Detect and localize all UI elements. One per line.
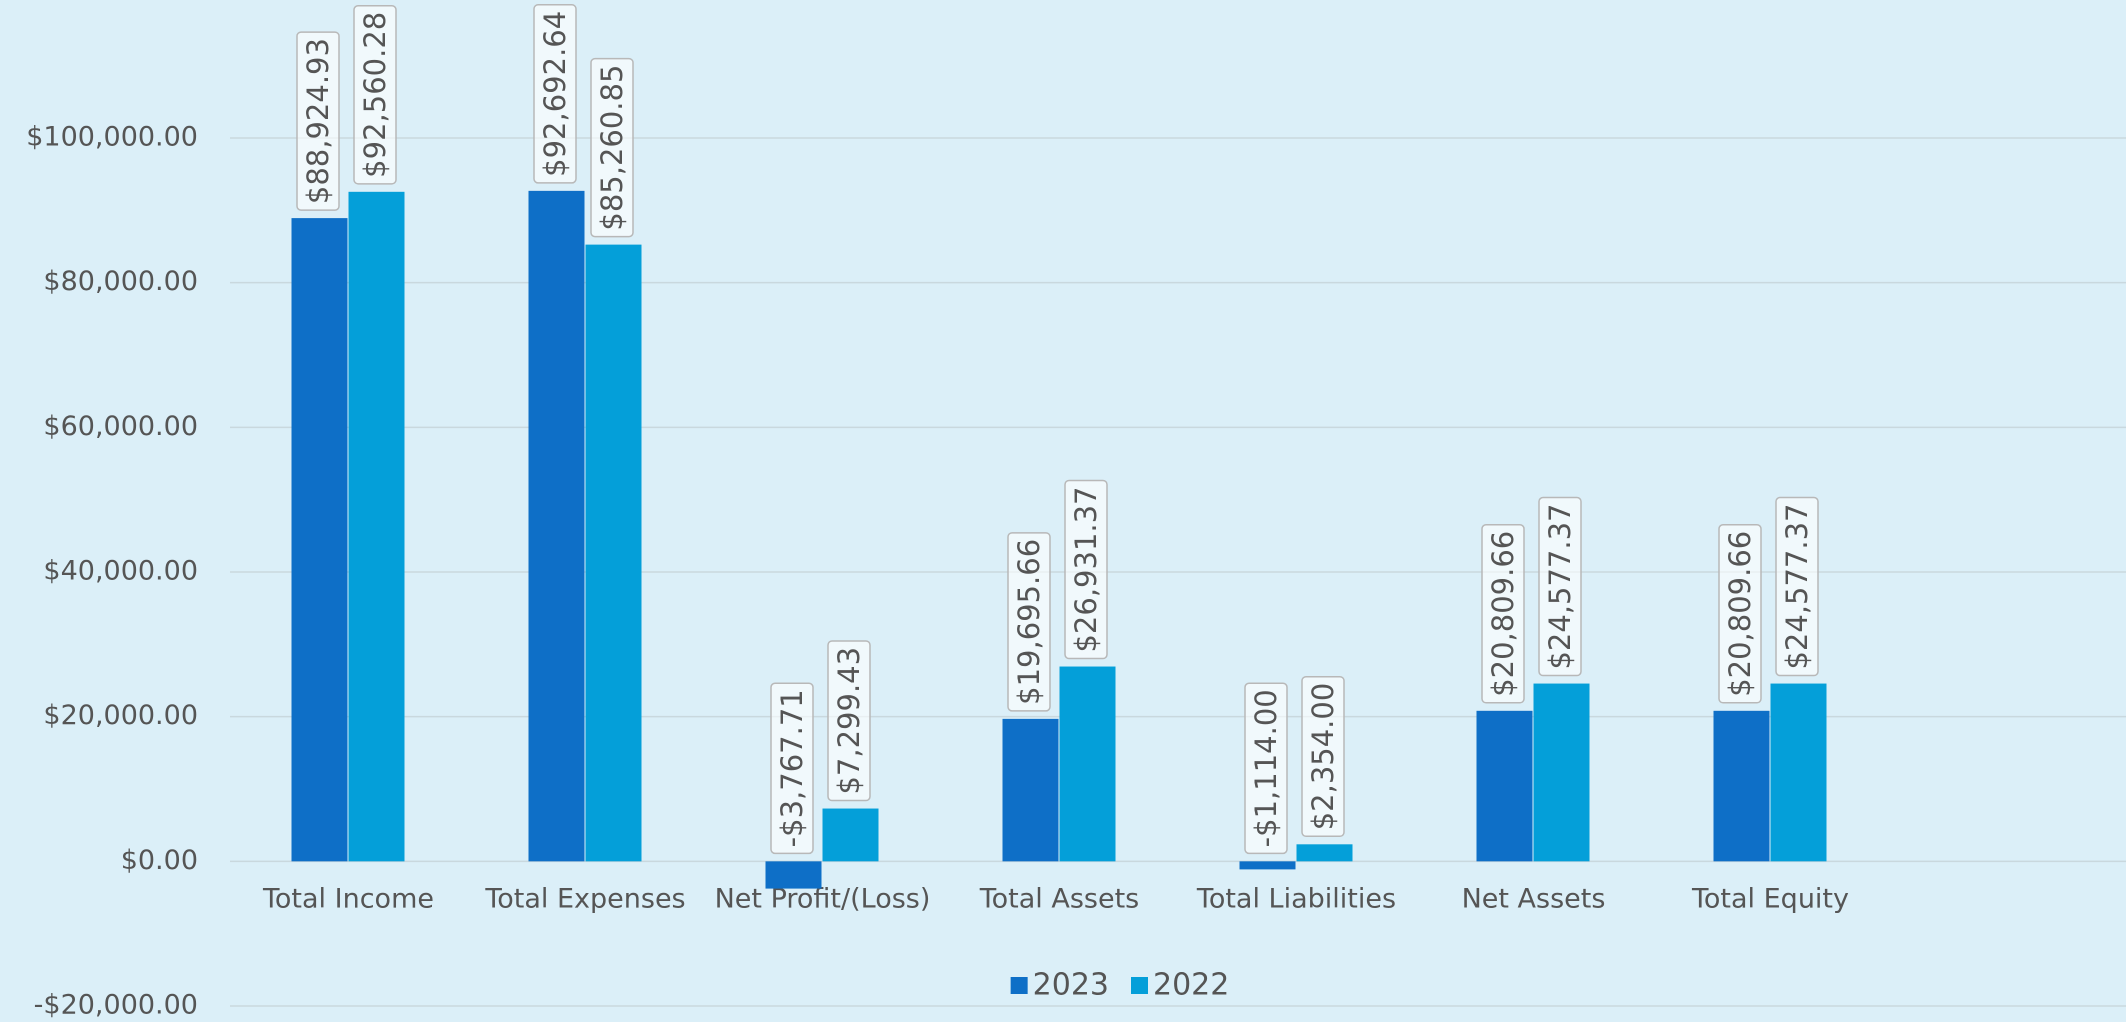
data-label: $2,354.00 [1306, 683, 1340, 831]
legend-swatch [1010, 977, 1028, 994]
data-label-group: -$3,767.71 [770, 682, 814, 855]
y-tick-label: $80,000.00 [43, 266, 198, 297]
data-label-group: $2,354.00 [1301, 675, 1345, 838]
data-label-group: $20,809.66 [1481, 524, 1525, 704]
bar [1239, 861, 1296, 870]
legend-label: 2022 [1153, 968, 1229, 1003]
bar [348, 191, 405, 862]
data-label-group: $26,931.37 [1064, 479, 1108, 660]
data-label-box [296, 31, 340, 211]
data-label: $85,260.85 [595, 65, 629, 231]
data-label-box [353, 5, 397, 185]
data-label-box [1538, 496, 1582, 677]
data-label: -$3,767.71 [775, 689, 809, 847]
bar [1476, 710, 1533, 862]
x-tick-label: Total Assets [979, 884, 1140, 915]
legend-label: 2023 [1033, 968, 1109, 1003]
data-label-box [1007, 532, 1051, 712]
x-tick-label: Net Profit/(Loss) [715, 884, 931, 915]
bar [1533, 683, 1590, 862]
bar [1770, 683, 1827, 862]
data-label-group: $19,695.66 [1007, 532, 1051, 712]
data-label: $19,695.66 [1012, 539, 1046, 705]
bar [822, 808, 879, 862]
bar [1296, 844, 1353, 862]
y-tick-label: $0.00 [121, 845, 198, 876]
bar [765, 861, 822, 889]
data-label-group: $92,692.64 [533, 4, 577, 184]
x-tick-label: Total Equity [1691, 884, 1849, 915]
data-label-group: $20,809.66 [1718, 524, 1762, 704]
bar [528, 190, 585, 862]
data-label-group: $24,577.37 [1775, 496, 1819, 677]
bar [291, 218, 348, 862]
data-label-box [533, 4, 577, 184]
data-label-group: -$1,114.00 [1244, 682, 1288, 855]
y-tick-label: $20,000.00 [43, 700, 198, 731]
legend: 2023 2022 [1010, 968, 1229, 1003]
x-tick-label: Total Income [262, 884, 434, 915]
legend-swatch [1131, 977, 1148, 994]
data-label-group: $7,299.43 [827, 640, 871, 802]
data-label-box [827, 640, 871, 802]
data-label-box [1301, 675, 1345, 838]
data-label: -$1,114.00 [1249, 689, 1283, 847]
data-label: $88,924.93 [301, 38, 335, 204]
y-tick-label: $40,000.00 [43, 556, 198, 587]
data-label-group: $92,560.28 [353, 5, 397, 185]
data-label-box [1775, 496, 1819, 677]
data-label-box [770, 682, 814, 855]
data-label-box [1244, 682, 1288, 855]
data-label: $24,577.37 [1543, 504, 1577, 670]
data-label-box [590, 57, 634, 238]
bar [1002, 718, 1059, 862]
data-label-group: $24,577.37 [1538, 496, 1582, 677]
bar [1059, 666, 1116, 862]
data-label-box [1718, 524, 1762, 704]
data-label-group: $85,260.85 [590, 57, 634, 238]
data-label: $7,299.43 [832, 647, 866, 795]
data-label-box [1064, 479, 1108, 660]
data-label-group: $88,924.93 [296, 31, 340, 211]
y-tick-label: -$20,000.00 [34, 990, 198, 1021]
data-label: $92,560.28 [358, 12, 392, 178]
data-label: $26,931.37 [1069, 486, 1103, 652]
data-label-box [1481, 524, 1525, 704]
x-tick-label: Total Liabilities [1196, 884, 1396, 915]
bar [1713, 710, 1770, 862]
y-tick-label: $100,000.00 [26, 122, 198, 153]
data-label: $92,692.64 [538, 11, 572, 177]
bar [585, 244, 642, 862]
x-tick-label: Net Assets [1462, 884, 1606, 915]
data-label: $20,809.66 [1486, 531, 1520, 697]
data-label: $24,577.37 [1780, 504, 1814, 670]
y-tick-label: $60,000.00 [43, 411, 198, 442]
x-tick-label: Total Expenses [484, 884, 685, 915]
data-label: $20,809.66 [1723, 531, 1757, 697]
